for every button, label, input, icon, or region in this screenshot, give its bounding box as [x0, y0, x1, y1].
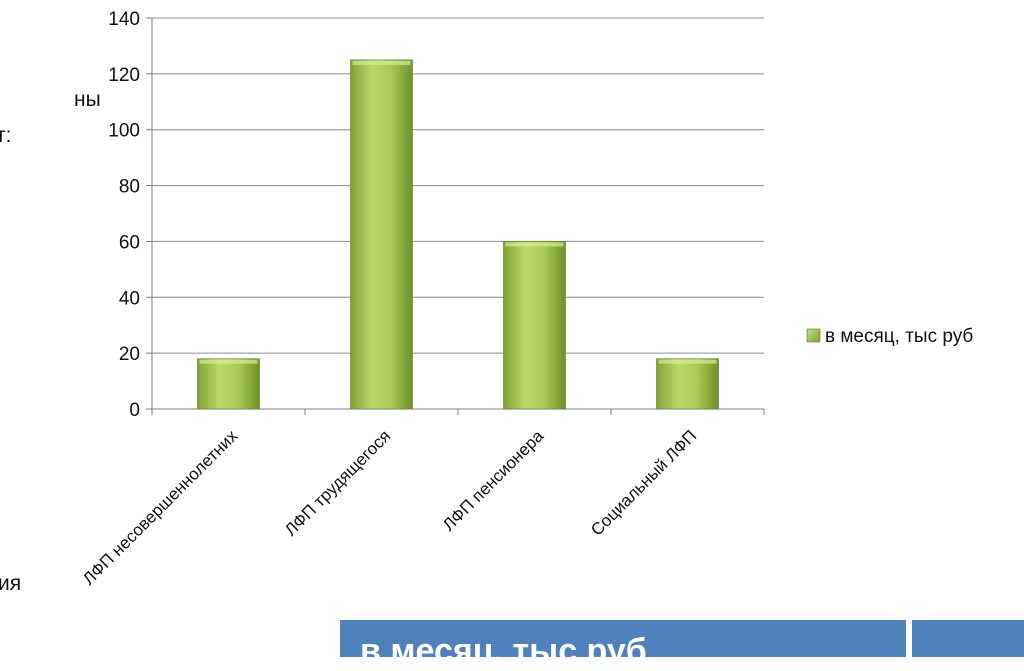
bars [197, 59, 719, 410]
x-tick-label: ЛФП несовершеннолетних [79, 426, 242, 589]
axes [146, 17, 765, 415]
bar-highlight [505, 242, 564, 247]
legend-swatch [806, 328, 821, 343]
gridlines [152, 17, 764, 354]
bar-highlight [658, 359, 717, 364]
bar-highlight [352, 60, 411, 65]
y-tick-label: 80 [119, 177, 140, 198]
table-header-text: в месяц, тыс руб [360, 632, 647, 670]
bar [350, 59, 413, 410]
table-header-cell [340, 620, 906, 657]
y-tick-label: 120 [108, 65, 140, 86]
legend: в месяц, тыс руб [806, 326, 973, 347]
x-tick-label: Социальный ЛФП [587, 426, 700, 539]
y-tick-label: 20 [119, 344, 140, 365]
cropped-text-fragment-2: т: [0, 124, 12, 147]
y-tick-label: 0 [129, 400, 140, 421]
bar [656, 358, 719, 410]
table-cell-divider [906, 620, 912, 657]
y-tick-label: 100 [108, 121, 140, 142]
cropped-text-fragment-3: ия [0, 572, 22, 595]
x-tick-label: ЛФП трудящегося [281, 426, 394, 539]
cropped-text-fragment-1: ны [74, 88, 101, 111]
y-tick-label: 40 [119, 288, 140, 309]
y-tick-label: 60 [119, 232, 140, 253]
table-header-cell-right [912, 620, 1024, 657]
bar-chart: 0 20 40 60 80 100 120 140 ЛФП несовершеннолетних… [79, 9, 973, 589]
legend-label: в месяц, тыс руб [825, 326, 973, 347]
bar [197, 358, 260, 410]
bar-highlight [199, 359, 258, 364]
bar [503, 241, 566, 410]
x-tick-label: ЛФП пенсионера [439, 426, 548, 535]
y-tick-label: 140 [108, 9, 140, 30]
